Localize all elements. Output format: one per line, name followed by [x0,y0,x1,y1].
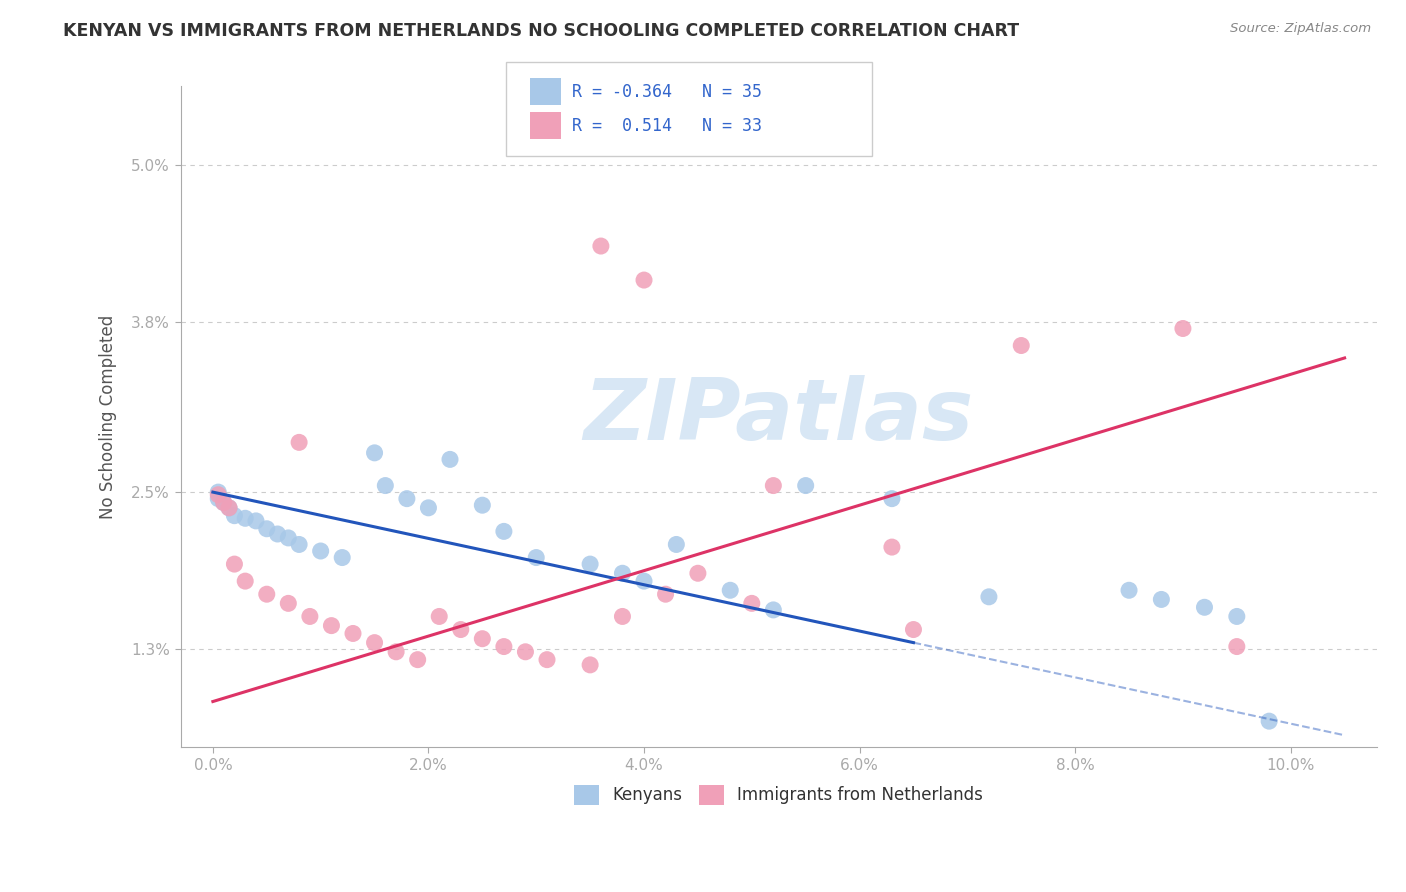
Point [741,596,763,610]
Point [385,645,408,659]
Point [633,273,655,287]
Point [762,603,785,617]
Point [880,540,903,554]
Point [1171,321,1194,335]
Point [633,574,655,588]
Text: KENYAN VS IMMIGRANTS FROM NETHERLANDS NO SCHOOLING COMPLETED CORRELATION CHART: KENYAN VS IMMIGRANTS FROM NETHERLANDS NO… [63,22,1019,40]
Point [266,527,288,541]
Point [665,537,688,551]
Point [212,495,235,509]
Point [515,645,537,659]
Point [233,574,256,588]
Point [536,653,558,667]
Point [762,478,785,492]
Point [524,550,547,565]
Point [1226,640,1249,654]
Point [1010,338,1032,352]
Point [233,511,256,525]
Point [363,446,385,460]
Point [450,623,472,637]
Point [1150,592,1173,607]
Point [245,514,267,528]
Point [492,640,515,654]
Point [471,498,494,512]
Point [256,587,278,601]
Text: R =  0.514   N = 33: R = 0.514 N = 33 [572,117,762,135]
Point [794,478,817,492]
Point [406,653,429,667]
Point [224,508,246,523]
Point [1226,609,1249,624]
Point [492,524,515,539]
Point [395,491,418,506]
Point [589,239,612,253]
Point [612,566,634,581]
Point [1194,600,1216,615]
Point [330,550,353,565]
Point [1118,583,1140,598]
Point [342,626,364,640]
Point [256,522,278,536]
Point [218,500,240,515]
Point [579,657,602,672]
Legend: Kenyans, Immigrants from Netherlands: Kenyans, Immigrants from Netherlands [568,778,990,812]
Text: Source: ZipAtlas.com: Source: ZipAtlas.com [1230,22,1371,36]
Point [288,435,311,450]
Point [686,566,709,581]
Point [363,635,385,649]
Point [309,544,332,558]
Point [903,623,925,637]
Point [718,583,741,598]
Text: ZIPatlas: ZIPatlas [583,376,974,458]
Point [1258,714,1281,728]
Point [977,590,1000,604]
Point [207,485,229,500]
Point [579,557,602,571]
Point [277,596,299,610]
Point [207,488,229,502]
Y-axis label: No Schooling Completed: No Schooling Completed [100,315,117,519]
Point [212,495,235,509]
Point [288,537,311,551]
Point [207,491,229,506]
Point [277,531,299,545]
Point [374,478,396,492]
Point [218,500,240,515]
Point [224,557,246,571]
Point [612,609,634,624]
Point [439,452,461,467]
Point [418,500,440,515]
Point [427,609,450,624]
Point [298,609,321,624]
Point [471,632,494,646]
Point [321,618,343,632]
Point [880,491,903,506]
Point [654,587,676,601]
Text: R = -0.364   N = 35: R = -0.364 N = 35 [572,83,762,101]
